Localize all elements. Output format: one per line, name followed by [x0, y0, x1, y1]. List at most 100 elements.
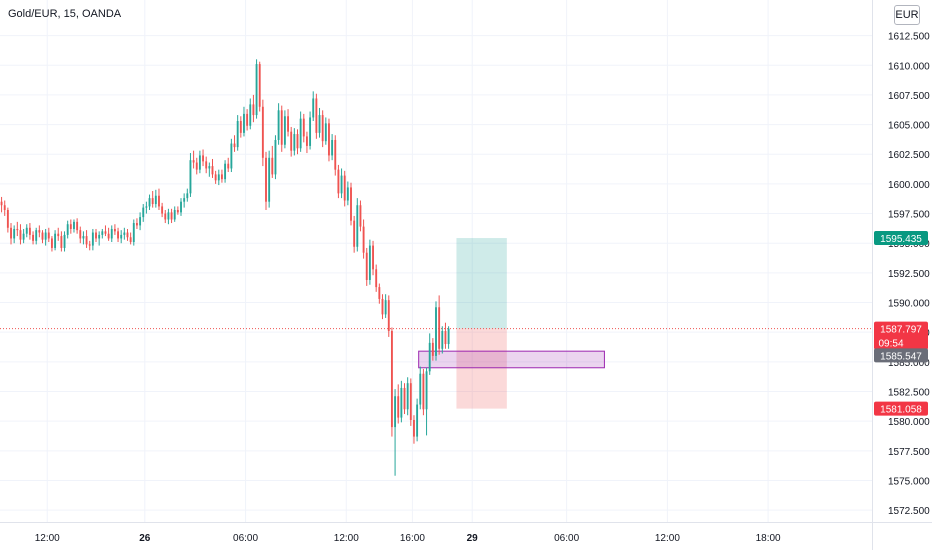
candle-body — [44, 232, 47, 240]
candle-body — [318, 115, 321, 133]
y-tick-label: 1577.500 — [888, 447, 930, 458]
candle-body — [161, 206, 164, 214]
candle-body — [362, 226, 365, 253]
candle-body — [324, 123, 327, 142]
price-label-text-target: 1595.435 — [880, 234, 922, 245]
candle-body — [76, 221, 79, 231]
candle-body — [3, 205, 6, 210]
candle-body — [205, 161, 208, 169]
candle-body — [283, 116, 286, 145]
x-tick-label: 06:00 — [233, 533, 258, 544]
candle-body — [132, 223, 135, 243]
x-tick-label: 16:00 — [400, 533, 425, 544]
candle-body — [337, 169, 340, 194]
candle-body — [365, 252, 368, 280]
candle-body — [82, 236, 85, 239]
candle-body — [214, 174, 217, 181]
candle-body — [142, 207, 145, 218]
candle-body — [394, 396, 397, 428]
candle-body — [198, 155, 201, 170]
candle-body — [164, 213, 167, 220]
candle-body — [35, 230, 38, 241]
y-tick-label: 1597.500 — [888, 210, 930, 221]
candle-body — [413, 419, 415, 437]
candle-body — [315, 98, 318, 133]
candle-body — [309, 117, 312, 146]
candle-body — [129, 237, 132, 243]
candle-body — [123, 232, 126, 235]
candle-body — [57, 233, 60, 237]
candle-body — [328, 123, 330, 156]
price-label-last — [874, 321, 928, 350]
candle-body — [85, 236, 88, 245]
candle-body — [16, 228, 19, 231]
candle-body — [41, 232, 44, 240]
candle-body — [296, 134, 299, 149]
candle-body — [384, 300, 387, 315]
candle-body — [268, 157, 271, 202]
candle-body — [224, 163, 227, 180]
candle-body — [293, 134, 296, 151]
candle-body — [220, 174, 223, 180]
candle-body — [95, 232, 97, 239]
candle-body — [252, 104, 255, 116]
x-tick-label: 12:00 — [35, 533, 60, 544]
x-tick-label: 12:00 — [655, 533, 680, 544]
candle-body — [28, 227, 31, 235]
candle-body — [10, 227, 12, 239]
y-tick-label: 1612.500 — [888, 32, 930, 43]
candle-body — [148, 198, 151, 207]
candle-body — [151, 198, 154, 205]
y-tick-label: 1585.000 — [888, 358, 930, 369]
candle-body — [428, 342, 431, 372]
price-label-text-last: 1587.797 — [880, 325, 922, 336]
candle-body — [180, 201, 182, 213]
candle-body — [243, 113, 245, 133]
candle-body — [230, 143, 233, 169]
candle-body — [6, 209, 9, 228]
y-tick-label: 1575.000 — [888, 476, 930, 487]
candle-body — [233, 143, 236, 148]
candle-body — [239, 121, 242, 133]
candle-body — [104, 231, 107, 234]
candle-body — [343, 175, 346, 201]
y-tick-label: 1610.000 — [888, 61, 930, 72]
candle-body — [211, 166, 214, 175]
candle-body — [356, 205, 359, 247]
candle-body — [107, 233, 110, 239]
candle-body — [183, 198, 186, 202]
y-tick-label: 1582.500 — [888, 388, 930, 399]
y-tick-label: 1600.000 — [888, 180, 930, 191]
loss-zone — [456, 328, 507, 409]
chart-grid — [0, 0, 872, 522]
y-tick-label: 1572.500 — [888, 506, 930, 517]
candle-body — [69, 224, 72, 229]
candle-body — [372, 245, 374, 270]
candle-body — [227, 163, 230, 169]
candle-body — [145, 206, 148, 208]
candle-body — [375, 269, 378, 288]
candle-body — [217, 174, 220, 181]
x-tick-label: 26 — [139, 533, 151, 544]
candle-body — [120, 234, 123, 239]
candle-body — [381, 298, 384, 315]
candle-body — [139, 217, 142, 226]
candle-body — [13, 228, 16, 239]
candle-body — [63, 234, 66, 248]
candle-body — [60, 236, 63, 248]
currency-button[interactable]: EUR — [894, 5, 920, 25]
y-tick-label: 1602.500 — [888, 150, 930, 161]
candle-body — [387, 300, 390, 331]
trade-zones — [0, 238, 872, 409]
y-tick-label: 1592.500 — [888, 269, 930, 280]
candle-body — [73, 221, 75, 229]
candle-body — [25, 227, 28, 234]
candle-body — [359, 205, 362, 227]
candle-body — [390, 330, 393, 428]
candle-body — [98, 234, 101, 239]
candle-body — [32, 234, 34, 241]
candle-body — [261, 106, 264, 158]
candle-body — [350, 187, 352, 221]
price-label-entry — [874, 348, 928, 363]
